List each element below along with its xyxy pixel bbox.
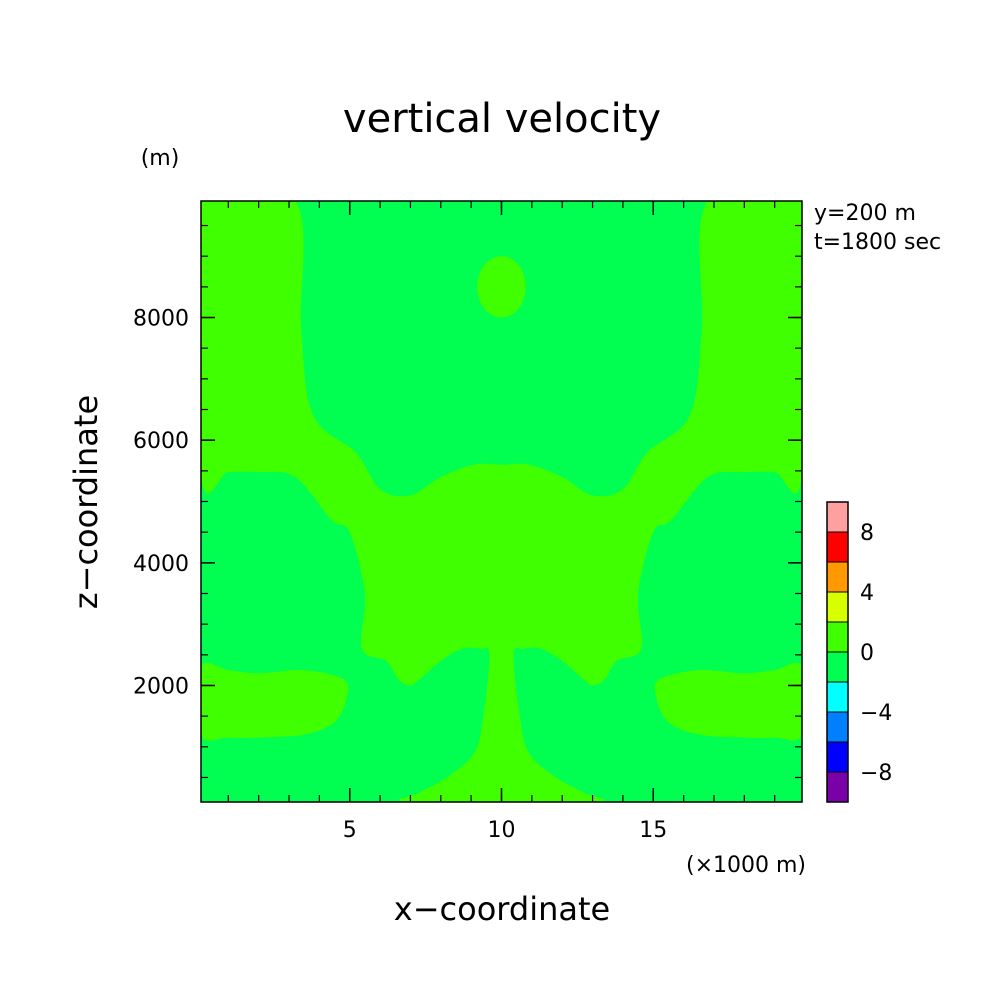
colorbar-tick-label: 0 [860, 641, 874, 666]
colorbar-swatch [826, 591, 849, 623]
y-tick-label: 2000 [133, 674, 189, 699]
y-axis-label: z−coordinate [67, 395, 105, 609]
colorbar-swatch [826, 681, 849, 713]
y-unit-label: (m) [141, 146, 180, 171]
contour-region-upper-center-cell [477, 256, 526, 318]
x-tick-label: 10 [488, 818, 516, 843]
x-axis-label: x−coordinate [394, 890, 610, 928]
colorbar-swatch [826, 531, 849, 563]
y-tick-label: 8000 [133, 307, 189, 332]
colorbar-swatch [826, 561, 849, 593]
chart-title: vertical velocity [343, 96, 661, 142]
colorbar-tick-label: −4 [860, 701, 892, 726]
colorbar-swatch [826, 711, 849, 743]
colorbar-swatch [826, 741, 849, 773]
colorbar-swatch [826, 501, 849, 533]
x-unit-label: (×1000 m) [686, 853, 806, 878]
colorbar-tick-label: 4 [860, 581, 874, 606]
contour-region-left-low-band [201, 662, 349, 741]
colorbar-swatch [826, 771, 849, 803]
plot-area: 5 10 15 2000 4000 6000 8000 [133, 200, 803, 843]
x-tick-label: 5 [343, 818, 357, 843]
y-tick-label: 6000 [133, 429, 189, 454]
annotation-y: y=200 m [814, 201, 916, 226]
colorbar-tick-label: 8 [860, 521, 874, 546]
x-tick-label: 15 [639, 818, 667, 843]
annotation-t: t=1800 sec [814, 230, 941, 255]
colorbar-frame [826, 501, 849, 803]
colorbar-swatch [826, 621, 849, 653]
colorbar-tick-label: −8 [860, 761, 892, 786]
colorbar-swatch [826, 651, 849, 683]
y-tick-label: 4000 [133, 552, 189, 577]
contour-region-upper-updraft-band [201, 201, 802, 802]
colorbar: −8 −4 0 4 8 [826, 501, 892, 803]
contour-regions [201, 201, 802, 802]
contour-region-right-low-band [654, 662, 802, 741]
